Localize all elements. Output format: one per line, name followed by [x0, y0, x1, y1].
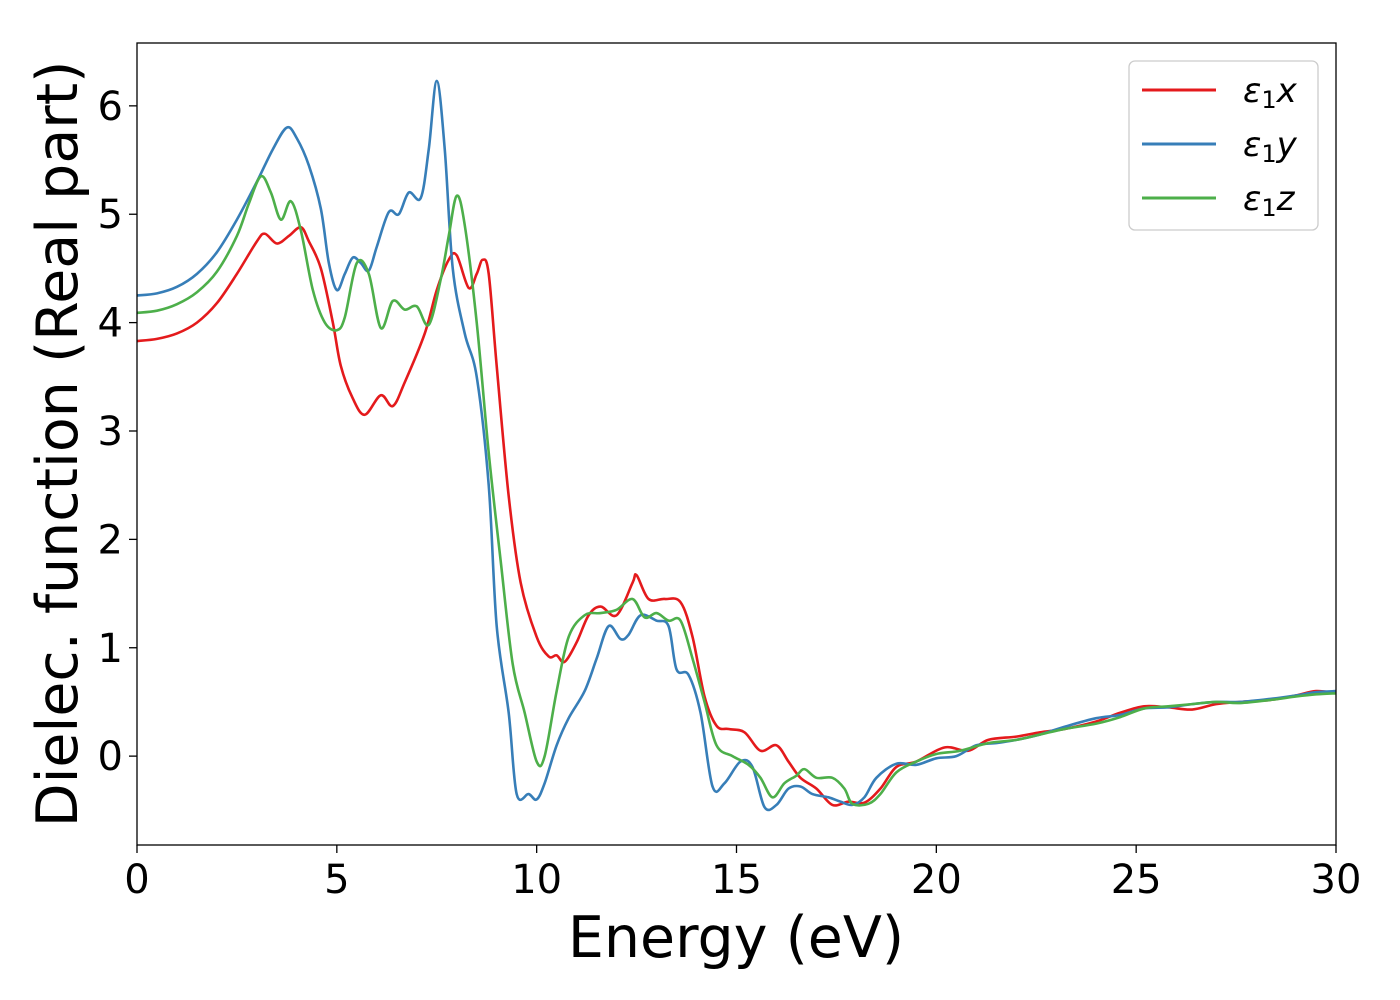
legend-label-3: ε1z — [1243, 179, 1296, 222]
x-tick-label: 10 — [511, 857, 562, 903]
x-tick-label: 15 — [711, 857, 762, 903]
y-tick-label: 5 — [98, 192, 123, 238]
x-tick-label: 25 — [1111, 857, 1162, 903]
legend: ε1x ε1y ε1z — [1128, 60, 1319, 231]
y-tick-label: 0 — [98, 734, 123, 780]
series-line-3 — [137, 174, 1336, 807]
x-tick-label: 30 — [1311, 857, 1362, 903]
legend-box — [1128, 60, 1319, 231]
y-tick-label: 3 — [98, 409, 123, 455]
legend-label-1: ε1x — [1243, 71, 1298, 114]
x-tick-label: 0 — [124, 857, 149, 903]
legend-label-2: ε1y — [1243, 125, 1298, 168]
y-axis-title: Dielec. function (Real part) — [25, 61, 91, 828]
series-line-1 — [137, 225, 1336, 807]
x-axis: 0 5 10 15 20 25 30 — [124, 845, 1361, 903]
x-tick-label: 20 — [911, 857, 962, 903]
x-tick-label: 5 — [324, 857, 349, 903]
y-tick-label: 6 — [98, 84, 123, 130]
x-axis-title: Energy (eV) — [568, 905, 904, 971]
series-layer — [137, 79, 1336, 812]
y-tick-label: 2 — [98, 517, 123, 563]
y-tick-label: 4 — [98, 301, 123, 347]
y-tick-label: 1 — [98, 626, 123, 672]
y-axis: 0 1 2 3 4 5 6 — [98, 84, 137, 780]
